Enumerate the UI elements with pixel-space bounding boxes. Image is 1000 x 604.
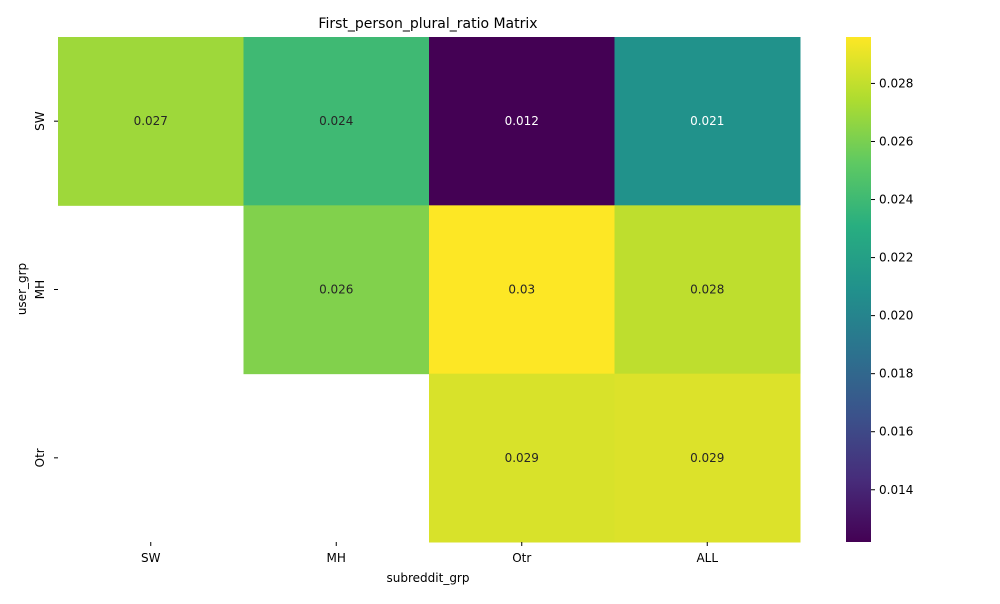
- x-tick-label: ALL: [696, 551, 718, 565]
- heatmap-cell: [429, 205, 615, 375]
- heatmap-cell: [614, 205, 801, 375]
- cell-value-label: 0.012: [505, 114, 539, 128]
- y-tick-label: MH: [33, 280, 47, 299]
- x-tick-label: MH: [327, 551, 346, 565]
- cell-value-label: 0.029: [690, 451, 724, 465]
- y-tick-label: Otr: [33, 448, 47, 467]
- colorbar-tick-label: 0.018: [879, 367, 913, 381]
- heatmap-cells: 0.027 0.024 0.012 0.021 0.026 0.03 0.028 0.029 0…: [58, 37, 801, 543]
- cell-value-label: 0.026: [319, 283, 353, 297]
- x-tick-label: Otr: [512, 551, 531, 565]
- x-axis-label: subreddit_grp: [387, 571, 470, 585]
- cell-value-label: 0.028: [690, 283, 724, 297]
- x-axis: SW MH Otr ALL: [141, 542, 718, 565]
- cell-value-label: 0.024: [319, 114, 353, 128]
- cell-value-label: 0.03: [508, 283, 535, 297]
- y-axis-label: user_grp: [15, 263, 29, 315]
- cell-value-label: 0.029: [505, 451, 539, 465]
- heatmap-cell: [429, 373, 615, 543]
- colorbar-gradient: [846, 37, 871, 542]
- x-tick-label: SW: [141, 551, 161, 565]
- colorbar-tick-label: 0.026: [879, 134, 913, 148]
- colorbar: 0.014 0.016 0.018 0.020 0.022 0.024 0.026 0.028: [846, 37, 913, 542]
- heatmap-cell: [243, 37, 430, 206]
- colorbar-tick-label: 0.024: [879, 193, 913, 207]
- cell-value-label: 0.021: [690, 114, 724, 128]
- heatmap-cell: [614, 37, 801, 206]
- colorbar-tick-label: 0.016: [879, 425, 913, 439]
- heatmap-cell: [243, 205, 430, 375]
- heatmap-cell: [429, 37, 615, 206]
- y-tick-label: SW: [33, 111, 47, 131]
- heatmap-cell: [614, 373, 801, 543]
- colorbar-tick-label: 0.022: [879, 251, 913, 265]
- colorbar-tick-label: 0.028: [879, 76, 913, 90]
- y-axis: SW MH Otr: [33, 111, 58, 467]
- heatmap-cell: [58, 37, 244, 206]
- colorbar-tick-label: 0.020: [879, 309, 913, 323]
- cell-value-label: 0.027: [134, 114, 168, 128]
- chart-title: First_person_plural_ratio Matrix: [318, 16, 537, 32]
- colorbar-tick-label: 0.014: [879, 483, 913, 497]
